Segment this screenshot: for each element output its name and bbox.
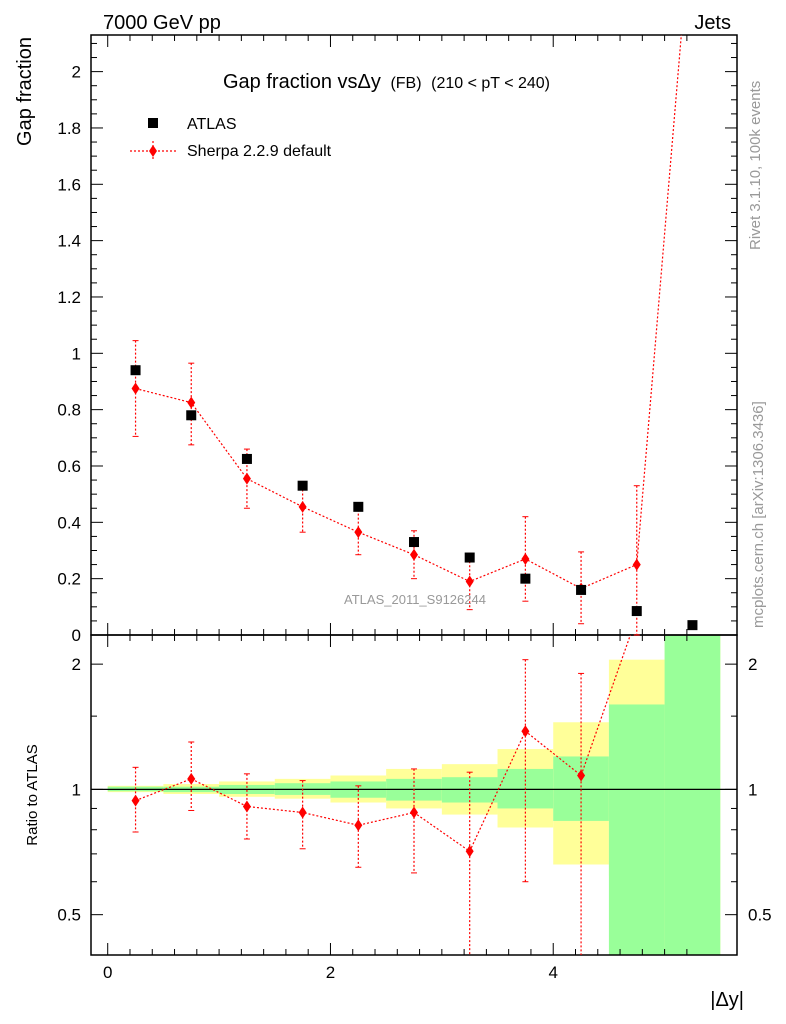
sherpa-series — [131, 35, 682, 636]
legend-atlas-marker — [148, 118, 158, 128]
ratio-point — [410, 806, 418, 819]
header-category: Jets — [694, 12, 731, 34]
atlas-point — [297, 480, 308, 491]
chart-title-suffix: (FB) — [390, 75, 421, 92]
x-tick-label: 0 — [103, 963, 112, 982]
ratio-tick-label-right: 1 — [748, 780, 757, 799]
legend-sherpa-label: Sherpa 2.2.9 default — [187, 143, 332, 160]
atlas-point — [409, 537, 419, 548]
y-tick-label: 1.8 — [57, 119, 81, 138]
ratio-series — [131, 635, 631, 955]
x-axis-label: |Δy| — [710, 989, 744, 1011]
legend-atlas-label: ATLAS — [187, 116, 237, 133]
y-tick-label: 0.8 — [57, 401, 81, 420]
sherpa-point — [354, 526, 363, 539]
ratio-line — [135, 635, 631, 853]
legend: ATLAS Sherpa 2.2.9 default — [130, 116, 332, 161]
atlas-point — [130, 365, 141, 376]
y-tick-label: 1.4 — [57, 232, 81, 251]
ratio-tick-label-right: 2 — [748, 655, 757, 674]
axis-ticks: 0 0.2 0.4 0.6 0.8 1 1.2 1.4 1.6 1.8 2 0 2 4 0.5 0.5 1 1 2 2 — [57, 35, 772, 982]
sherpa-point — [298, 500, 307, 513]
ratio-tick-label-right: 0.5 — [748, 906, 772, 925]
ratio-point — [242, 800, 251, 813]
analysis-tag: ATLAS_2011_S9126244 — [344, 592, 486, 607]
ratio-point — [187, 772, 196, 785]
ratio-tick-label-left: 2 — [72, 655, 81, 674]
lower-plot-frame — [90, 634, 738, 956]
sherpa-point — [131, 382, 140, 395]
y-axis-label-bottom: Ratio to ATLAS — [24, 744, 41, 845]
ratio-uncertainty-bands — [91, 635, 737, 955]
mcplots-label: mcplots.cern.ch [arXiv:1306.3436] — [750, 401, 767, 628]
sherpa-point — [465, 575, 474, 588]
atlas-point — [520, 573, 531, 584]
y-tick-label: 2 — [72, 63, 81, 82]
atlas-series — [130, 365, 698, 631]
x-tick-label: 4 — [548, 963, 557, 982]
ratio-point — [521, 725, 530, 738]
ratio-point — [298, 806, 307, 819]
x-tick-label: 2 — [326, 963, 335, 982]
atlas-point — [353, 501, 364, 512]
y-tick-label: 1 — [72, 344, 81, 363]
legend-sherpa-marker — [149, 145, 157, 157]
ratio-point — [131, 794, 140, 807]
ratio-point — [577, 769, 586, 782]
band-inner-bin — [664, 635, 721, 955]
sherpa-line — [135, 35, 682, 590]
sherpa-point — [410, 548, 418, 561]
atlas-point — [241, 453, 252, 464]
atlas-point — [687, 620, 698, 631]
header-energy: 7000 GeV pp — [103, 12, 221, 34]
ratio-tick-label-left: 0.5 — [57, 906, 81, 925]
band-inner-bin — [608, 704, 665, 955]
y-tick-label: 0.2 — [57, 570, 81, 589]
sherpa-point — [632, 558, 641, 571]
atlas-point — [186, 410, 197, 421]
chart-title: Gap fraction vsΔy (FB) (210 < pT < 240) — [223, 71, 550, 93]
y-tick-label: 0.4 — [57, 513, 81, 532]
atlas-point — [631, 606, 642, 617]
ratio-point — [465, 845, 474, 858]
ratio-tick-label-left: 1 — [72, 780, 81, 799]
atlas-point — [464, 552, 475, 563]
y-tick-label: 1.2 — [57, 288, 81, 307]
sherpa-point — [521, 552, 530, 565]
chart-title-range: (210 < pT < 240) — [431, 75, 550, 92]
rivet-version-label: Rivet 3.1.10, 100k events — [747, 81, 764, 250]
y-tick-label: 0 — [72, 626, 81, 645]
sherpa-point — [187, 396, 196, 409]
atlas-point — [576, 584, 587, 595]
y-tick-label: 0.6 — [57, 457, 81, 476]
y-axis-label-top: Gap fraction — [14, 37, 36, 146]
sherpa-point — [242, 472, 251, 485]
y-tick-label: 1.6 — [57, 175, 81, 194]
ratio-point — [354, 819, 363, 832]
chart-title-main: Gap fraction vsΔy — [223, 71, 381, 93]
